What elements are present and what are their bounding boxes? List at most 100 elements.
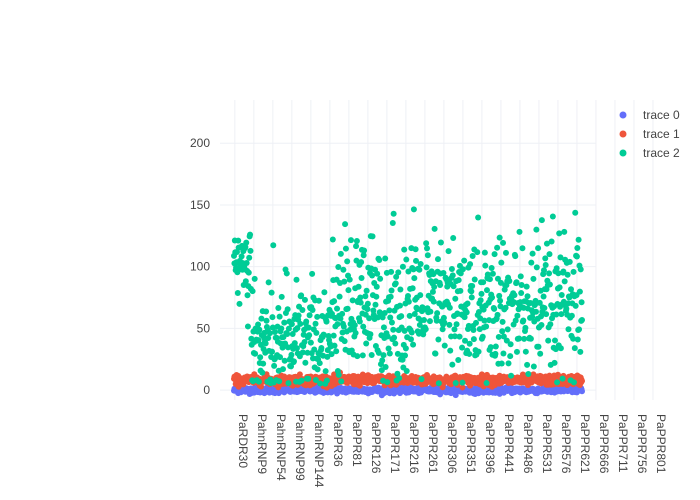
data-point [411,311,418,318]
data-point [483,380,490,387]
x-tick-label: PaPPR351 [464,414,478,474]
data-point [369,272,376,279]
data-point [309,270,316,277]
data-point [570,379,577,386]
data-point [489,270,496,277]
data-point [244,292,251,299]
data-point [406,312,413,319]
data-point [244,323,251,330]
data-point [281,357,288,364]
data-point [452,379,459,386]
data-point [234,290,241,297]
data-point [386,350,393,357]
data-point [351,322,358,329]
data-point [341,278,348,285]
data-point [386,307,393,314]
legend-label: trace 1 [643,127,680,141]
data-point [459,266,466,273]
data-point [242,278,249,285]
data-point [480,279,487,286]
data-point [374,270,381,277]
legend-item[interactable]: trace 1 [619,127,681,141]
data-point [538,313,545,320]
data-point [334,321,341,328]
data-point [353,237,360,244]
data-point [255,378,262,385]
data-point [533,226,540,233]
legend-item[interactable]: trace 2 [619,146,681,160]
data-point [356,318,363,325]
data-point [258,315,265,322]
data-point [470,336,477,343]
data-point [497,297,504,304]
data-point [481,249,488,256]
data-point [263,308,270,315]
data-point [579,388,585,395]
data-point [468,294,475,301]
data-point [543,240,550,247]
data-point [475,348,482,355]
data-point [288,321,295,328]
data-point [533,264,540,271]
data-point [565,326,572,333]
data-point [376,256,383,263]
data-point [410,266,417,273]
data-point [337,315,344,322]
data-point [432,350,439,357]
data-point [556,284,563,291]
data-point [352,330,359,337]
data-point [402,345,409,352]
data-points [231,206,585,399]
data-point [445,248,452,255]
data-point [433,317,440,324]
data-point [545,337,552,344]
data-point [395,269,402,276]
x-tick-label: PaPPR531 [540,414,554,474]
data-point [494,311,501,318]
data-point [483,323,490,330]
data-point [288,351,295,358]
data-point [495,333,502,340]
data-point [475,214,482,221]
data-point [431,283,438,290]
data-point [372,301,379,308]
data-point [450,283,457,290]
data-point [518,282,525,289]
data-point [473,319,479,326]
data-point [331,298,338,305]
data-point [576,326,583,333]
data-point [507,341,514,348]
data-point [276,378,283,385]
data-point [469,282,476,289]
data-point [291,340,298,347]
data-point [275,305,282,312]
data-point [441,319,448,326]
data-point [293,345,300,352]
data-point [551,359,558,366]
data-point [381,309,388,316]
data-point [523,283,530,290]
data-point [492,350,499,357]
x-tick-label: PaPPR711 [616,414,630,473]
data-point [535,343,542,350]
data-point [461,314,468,321]
data-point [401,246,408,253]
data-point [405,293,411,300]
data-point [546,270,553,277]
data-point [390,326,397,333]
data-point [342,221,349,228]
data-point [492,343,499,350]
legend-item[interactable]: trace 0 [619,108,681,122]
data-point [315,297,322,304]
data-point [337,250,344,257]
legend[interactable]: trace 0 trace 1 trace 2 [619,108,681,160]
data-point [441,342,448,349]
data-point [278,293,285,300]
data-point [354,353,361,360]
data-point [538,217,545,224]
data-point [412,246,419,253]
data-point [518,290,525,297]
data-point [360,252,367,259]
data-point [435,336,442,343]
